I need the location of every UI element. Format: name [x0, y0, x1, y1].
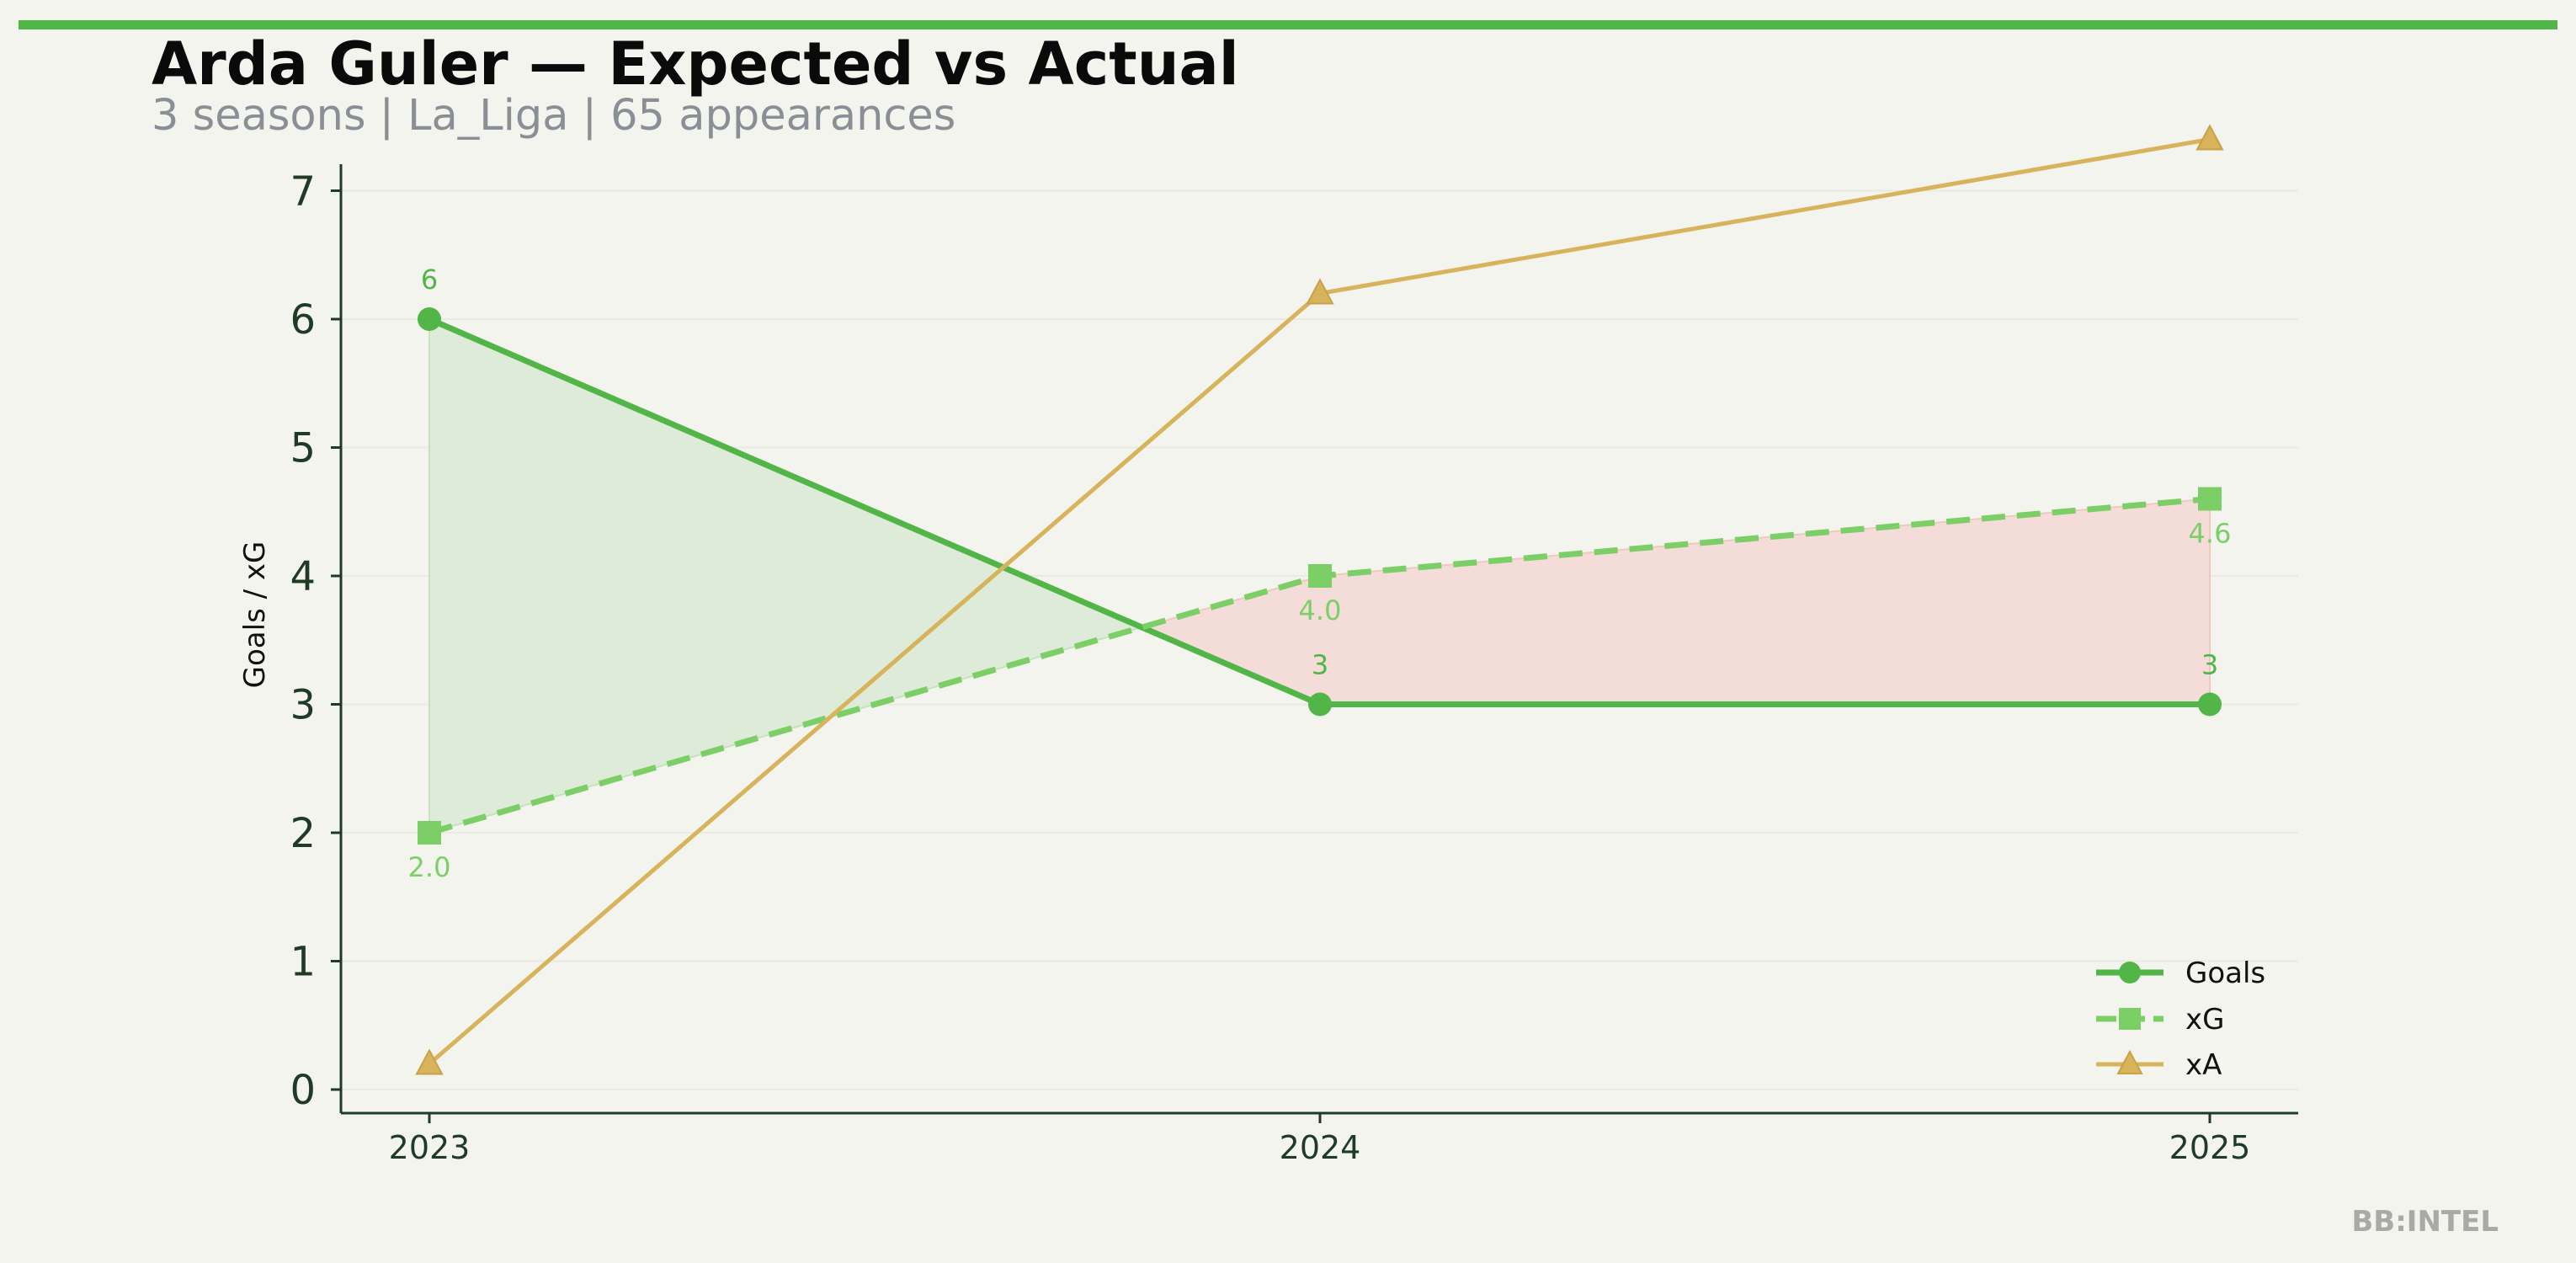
data-label-xg-2023: 2.0 — [408, 851, 451, 883]
point-goals-2023 — [418, 307, 441, 331]
data-label-xg-2025: 4.6 — [2189, 518, 2232, 550]
plot-area: 0 1 2 3 4 5 6 7 2023 2024 2025 6 3 3 2.0 4.0 4.6 Goals xG x… — [290, 124, 2298, 1166]
accent-bar — [19, 20, 2557, 29]
data-label-goals-2025: 3 — [2201, 649, 2218, 681]
point-goals-2025 — [2198, 692, 2222, 717]
data-label-goals-2024: 3 — [1312, 649, 1328, 681]
data-label-goals-2023: 6 — [421, 264, 438, 296]
y-tick-label-3: 3 — [290, 682, 316, 729]
legend-label-xa: xA — [2185, 1048, 2222, 1082]
legend-label-xg: xG — [2185, 1003, 2224, 1037]
x-tick-label-2025: 2025 — [2169, 1129, 2251, 1166]
watermark: BB:INTEL — [2351, 1205, 2499, 1239]
legend-label-goals: Goals — [2185, 957, 2265, 990]
y-tick-label-1: 1 — [290, 939, 316, 986]
point-xg-2024 — [1308, 564, 1332, 588]
point-goals-2024 — [1308, 692, 1332, 717]
data-label-xg-2024: 4.0 — [1299, 594, 1342, 626]
point-xa-2023 — [415, 1048, 444, 1075]
point-xa-2025 — [2195, 124, 2224, 151]
y-tick-label-2: 2 — [290, 810, 316, 857]
y-tick-label-4: 4 — [290, 553, 316, 600]
y-axis-label: Goals / xG — [238, 541, 272, 689]
x-tick-label-2024: 2024 — [1280, 1129, 1361, 1166]
y-tick-label-6: 6 — [290, 296, 316, 344]
y-tick-label-5: 5 — [290, 425, 316, 472]
chart-subtitle: 3 seasons | La_Liga | 65 appearances — [152, 91, 955, 141]
point-xg-2023 — [418, 821, 441, 845]
point-xa-2024 — [1306, 278, 1334, 305]
y-tick-label-7: 7 — [290, 168, 316, 216]
legend-marker-xa — [2116, 1049, 2143, 1074]
legend-marker-goals — [2119, 962, 2141, 983]
legend-marker-xg — [2119, 1008, 2141, 1030]
x-tick-label-2023: 2023 — [389, 1129, 471, 1166]
y-tick-label-0: 0 — [290, 1067, 316, 1114]
point-xg-2025 — [2198, 487, 2222, 511]
chart-title: Arda Guler — Expected vs Actual — [152, 29, 1239, 99]
